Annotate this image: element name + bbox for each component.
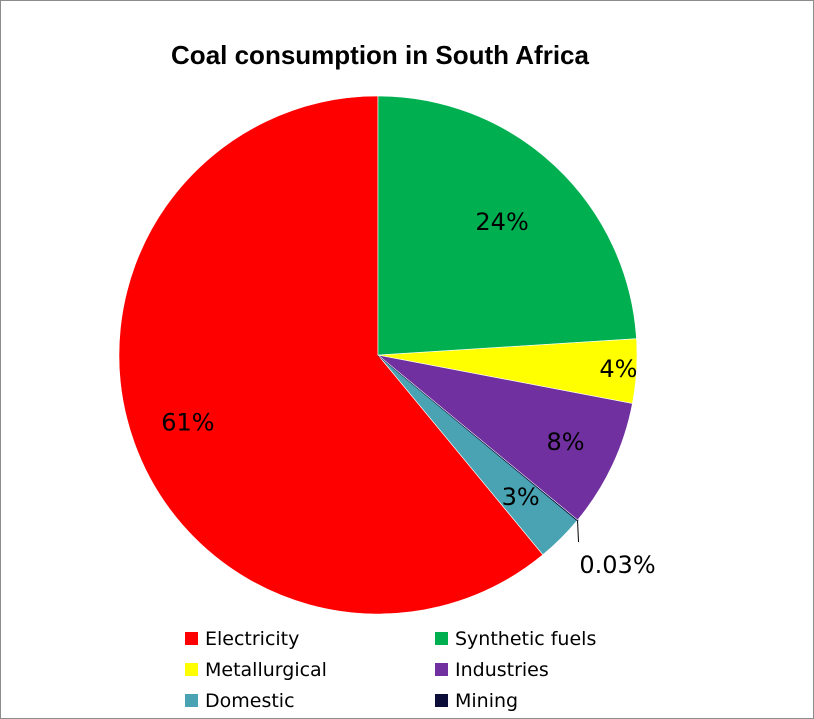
chart-title: Coal consumption in South Africa [171,40,589,70]
legend-swatch [185,694,198,707]
data-label-industries: 8% [546,428,584,456]
legend-item-domestic: Domestic [185,686,435,715]
legend-swatch [435,663,448,676]
pie-slice-synthetic-fuels [377,95,637,356]
data-label-domestic: 3% [502,483,540,511]
leader-line-mining [577,520,580,543]
legend-swatch [185,663,198,676]
legend-item-metallurgical: Metallurgical [185,655,435,684]
pie-slice-industries [377,354,633,521]
legend-swatch [185,632,198,645]
legend-label: Mining [455,689,519,712]
legend-swatch [435,632,448,645]
data-label-electricity: 61% [161,408,214,436]
legend-item-synthetic-fuels: Synthetic fuels [435,624,655,653]
legend-label: Synthetic fuels [455,627,597,650]
legend-label: Electricity [205,627,300,650]
legend-swatch [435,694,448,707]
legend-item-electricity: Electricity [185,624,435,653]
data-label-mining: 0.03% [579,551,655,579]
pie-slice-electricity [118,95,544,615]
legend-label: Domestic [205,689,295,712]
legend-item-mining: Mining [435,686,655,715]
legend-item-industries: Industries [435,655,655,684]
legend-label: Industries [455,658,549,681]
data-label-synthetic-fuels: 24% [475,208,528,236]
chart-legend: Electricity Synthetic fuels Metallurgical I… [185,624,655,715]
legend-label: Metallurgical [205,658,327,681]
data-label-metallurgical: 4% [599,355,637,383]
